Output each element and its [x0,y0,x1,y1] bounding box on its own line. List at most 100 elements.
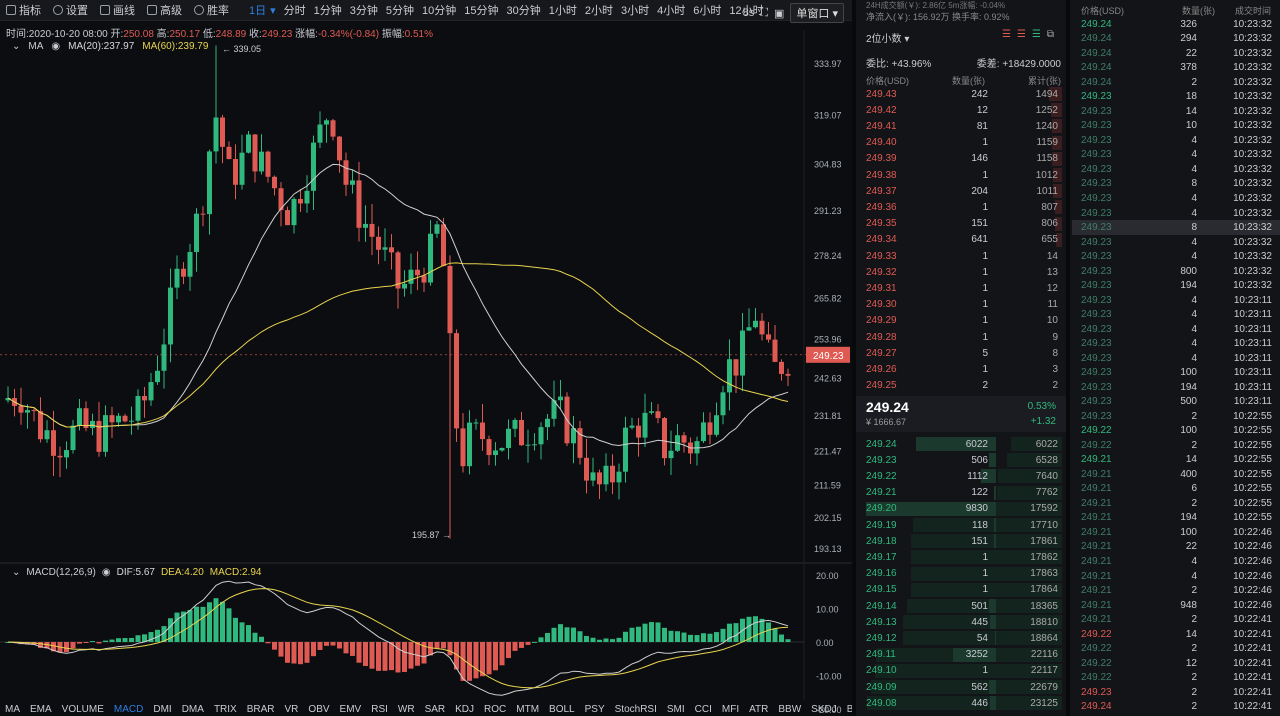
precision-select[interactable]: 2位小数 ▾ [866,34,910,45]
ask-row[interactable]: 249.41 81 1240 [856,118,1066,134]
chart-pane[interactable]: 333.97 319.07 304.83 291.23 278.24 265.82 253.… [0,0,870,716]
timeframe-1m[interactable]: 1分钟 [313,5,342,17]
indicator-tab[interactable]: VOLUME [61,704,104,715]
indicator-tab[interactable]: CCI [694,704,712,715]
indicator-tab[interactable]: BBW [778,704,802,715]
bid-row[interactable]: 249.16 1 17863 [856,566,1066,582]
timeframe-3m[interactable]: 3分钟 [349,5,378,17]
indicator-tab[interactable]: MA [5,704,20,715]
indicator-tab[interactable]: BOLL [549,704,575,715]
eye-icon[interactable]: ◉ [101,567,111,578]
window-mode-button[interactable]: 单窗口 ▾ [790,3,844,23]
bid-row[interactable]: 249.18 151 17861 [856,533,1066,549]
ask-row[interactable]: 249.27 5 8 [856,345,1066,361]
ask-row[interactable]: 249.34 641 655 [856,232,1066,248]
splitter[interactable] [852,0,856,716]
indicator-tab[interactable]: ATR [749,704,769,715]
bid-row[interactable]: 249.23 506 6528 [856,452,1066,468]
timeframe-1h[interactable]: 1小时 [548,5,577,17]
bid-row[interactable]: 249.24 6022 6022 [856,436,1066,452]
timeframe-6h[interactable]: 6小时 [693,5,722,17]
bid-row[interactable]: 249.10 1 22117 [856,663,1066,679]
ask-row[interactable]: 249.40 1 1159 [856,135,1066,151]
timeframe-12h[interactable]: 12小时 [729,5,764,17]
bid-row[interactable]: 249.11 3252 22116 [856,647,1066,663]
indicator-tab[interactable]: DMI [153,704,172,715]
indicator-tab[interactable]: SKDJ [811,704,837,715]
winrate-button[interactable]: 胜率 [188,2,235,18]
ask-row[interactable]: 249.26 1 3 [856,361,1066,377]
indicator-tab[interactable]: VR [284,704,299,715]
timeframe-1d[interactable]: 1日 [249,5,267,17]
price-tick: 333.97 [814,59,842,69]
ask-row[interactable]: 249.31 1 12 [856,280,1066,296]
chevron-down-icon[interactable]: ▾ [270,4,276,17]
timeframe-10m[interactable]: 10分钟 [422,5,457,17]
bid-row[interactable]: 249.17 1 17862 [856,549,1066,565]
asks-only-icon[interactable]: ☰ [1016,29,1026,40]
splitter[interactable] [1066,0,1070,716]
bid-row[interactable]: 249.21 122 7762 [856,485,1066,501]
popout-icon[interactable]: ⧉ [1046,29,1054,40]
indicator-tab[interactable]: EMV [339,704,362,715]
bid-row[interactable]: 249.14 501 18365 [856,598,1066,614]
timeframe-3h[interactable]: 3小时 [621,5,650,17]
timeframe-2h[interactable]: 2小时 [584,5,614,17]
ask-row[interactable]: 249.39 146 1158 [856,151,1066,167]
timeframe-tick[interactable]: 分时 [283,5,306,17]
indicator-tab[interactable]: RSI [371,704,388,715]
ask-row[interactable]: 249.29 1 10 [856,313,1066,329]
bid-row[interactable]: 249.13 445 18810 [856,614,1066,630]
timeframe-15m[interactable]: 15分钟 [464,5,499,17]
bid-row[interactable]: 249.09 562 22679 [856,679,1066,695]
indicator-tab[interactable]: DMA [181,704,204,715]
ask-row[interactable]: 249.36 1 807 [856,199,1066,215]
collapse-icon[interactable]: ⌄ [12,567,21,578]
ask-row[interactable]: 249.25 2 2 [856,378,1066,394]
bids-only-icon[interactable]: ☰ [1031,29,1041,40]
indicator-tab[interactable]: BRAR [246,704,275,715]
bid-row[interactable]: 249.12 54 18864 [856,630,1066,646]
indicator-tab[interactable]: ROC [484,704,507,715]
timeframe-30m[interactable]: 30分钟 [506,5,541,17]
ask-row[interactable]: 249.35 151 806 [856,216,1066,232]
ask-row[interactable]: 249.43 242 1494 [856,86,1066,102]
indicator-tab[interactable]: SAR [424,704,446,715]
bid-row[interactable]: 249.19 118 17710 [856,517,1066,533]
indicator-tab[interactable]: PSY [584,704,605,715]
fullscreen-icon[interactable]: ⛶ [760,6,769,19]
timeframe-4h[interactable]: 4小时 [657,5,686,17]
both-sides-icon[interactable]: ☰ [1001,29,1011,40]
kline-chart[interactable]: 333.97 319.07 304.83 291.23 278.24 265.82 253.… [0,0,852,716]
ask-row[interactable]: 249.37 204 1011 [856,183,1066,199]
indicator-tab[interactable]: MTM [516,704,540,715]
indicator-tab[interactable]: WR [397,704,415,715]
indicator-tab[interactable]: StochRSI [614,704,657,715]
indicator-tab[interactable]: SMI [666,704,685,715]
ask-row[interactable]: 249.28 1 9 [856,329,1066,345]
advanced-button[interactable]: 高级 [141,2,188,18]
bid-row[interactable]: 249.20 9830 17592 [856,501,1066,517]
bid-row[interactable]: 249.15 1 17864 [856,582,1066,598]
indicator-tab[interactable]: KDJ [455,704,475,715]
indicator-tab[interactable]: EMA [30,704,52,715]
settings-button[interactable]: 设置 [47,2,94,18]
ask-qty: 2 [982,380,988,392]
bid-row[interactable]: 249.08 446 23125 [856,695,1066,711]
bid-row[interactable]: 249.22 1112 7640 [856,468,1066,484]
draw-button[interactable]: 画线 [94,2,141,18]
screenshot-icon[interactable]: ▣ [774,7,785,20]
timeframe-5m[interactable]: 5分钟 [385,5,415,17]
ask-row[interactable]: 249.30 1 11 [856,297,1066,313]
ask-row[interactable]: 249.38 1 1012 [856,167,1066,183]
ask-row[interactable]: 249.33 1 14 [856,248,1066,264]
indicator-tab[interactable]: OBV [308,704,330,715]
indicator-button[interactable]: 指标 [0,2,47,18]
ask-row[interactable]: 249.42 12 1252 [856,102,1066,118]
indicator-tab[interactable]: TRIX [213,704,237,715]
indicator-tab[interactable]: MACD [113,704,144,715]
collapse-icon[interactable]: ⌄ [12,41,21,52]
eye-icon[interactable]: ◉ [51,41,61,52]
ask-row[interactable]: 249.32 1 13 [856,264,1066,280]
indicator-tab[interactable]: MFI [721,704,740,715]
